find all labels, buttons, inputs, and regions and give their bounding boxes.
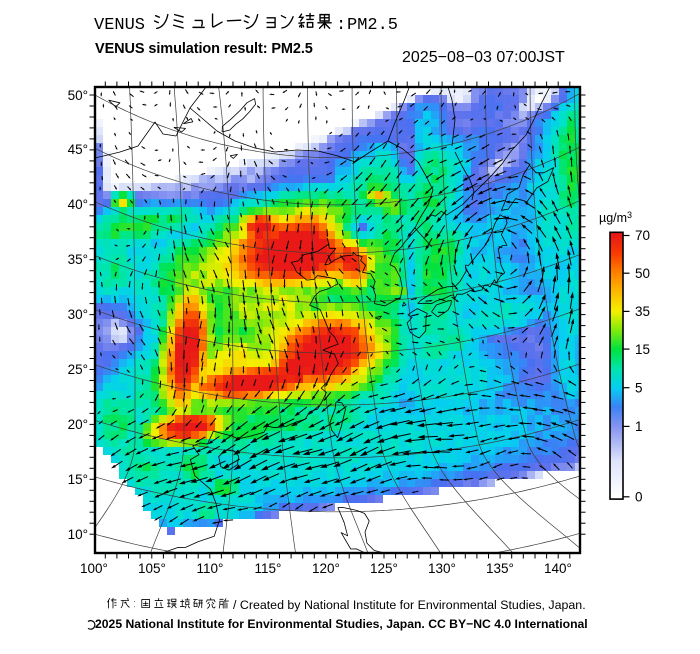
svg-text:140°: 140° bbox=[544, 561, 572, 576]
svg-text:100°: 100° bbox=[80, 561, 108, 576]
svg-text::: : bbox=[336, 16, 346, 35]
svg-text:135°: 135° bbox=[486, 561, 514, 576]
svg-text:105°: 105° bbox=[138, 561, 166, 576]
svg-text:35: 35 bbox=[635, 304, 650, 319]
svg-text:PM2.5: PM2.5 bbox=[347, 16, 398, 35]
svg-text:10°: 10° bbox=[68, 527, 88, 542]
svg-text:VENUS simulation result: PM2.5: VENUS simulation result: PM2.5 bbox=[95, 41, 313, 57]
svg-text:35°: 35° bbox=[68, 252, 88, 267]
svg-text:70: 70 bbox=[635, 228, 650, 243]
svg-text:130°: 130° bbox=[428, 561, 456, 576]
svg-text:120°: 120° bbox=[312, 561, 340, 576]
svg-text:45°: 45° bbox=[68, 142, 88, 157]
svg-text:15°: 15° bbox=[68, 472, 88, 487]
svg-text:VENUS: VENUS bbox=[94, 16, 145, 35]
svg-text:25°: 25° bbox=[68, 362, 88, 377]
svg-text:50°: 50° bbox=[68, 88, 88, 103]
svg-text:125°: 125° bbox=[370, 561, 398, 576]
svg-text:15: 15 bbox=[635, 342, 650, 357]
svg-text:50: 50 bbox=[635, 266, 650, 281]
svg-text:110°: 110° bbox=[197, 561, 224, 576]
svg-text:/ Created by National Institut: / Created by National Institute for Envi… bbox=[233, 598, 586, 612]
svg-text:2025 National Institute for En: 2025 National Institute for Environmenta… bbox=[95, 617, 588, 631]
svg-text:30°: 30° bbox=[68, 307, 88, 322]
svg-text:115°: 115° bbox=[255, 561, 282, 576]
svg-text:0: 0 bbox=[635, 490, 643, 505]
svg-text:40°: 40° bbox=[68, 197, 88, 212]
svg-text:2025−08−03 07:00JST: 2025−08−03 07:00JST bbox=[402, 49, 565, 66]
svg-text:5: 5 bbox=[635, 380, 643, 395]
svg-text:20°: 20° bbox=[68, 417, 88, 432]
svg-text:1: 1 bbox=[635, 419, 643, 434]
